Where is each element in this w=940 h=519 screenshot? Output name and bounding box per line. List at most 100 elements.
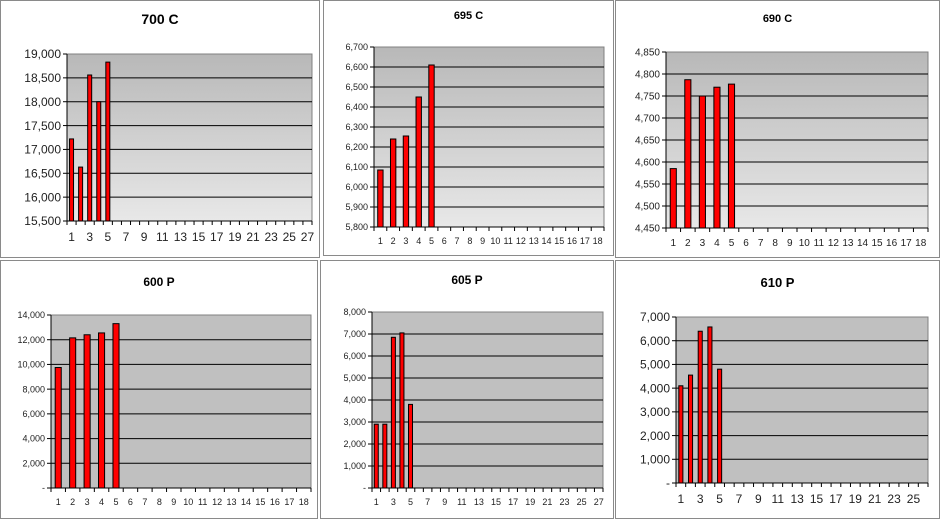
x-tick-label: 16 bbox=[567, 236, 577, 246]
x-tick-label: 4 bbox=[99, 497, 104, 507]
y-tick-label: 4,750 bbox=[635, 92, 660, 103]
x-tick-label: 17 bbox=[284, 497, 294, 507]
x-tick-label: 11 bbox=[814, 238, 825, 249]
y-tick-label: 2,000 bbox=[22, 458, 45, 468]
y-tick-label: 6,000 bbox=[22, 409, 45, 419]
chart-title: 610 P bbox=[760, 275, 795, 290]
x-tick-label: 11 bbox=[156, 230, 169, 244]
x-tick-label: 2 bbox=[391, 236, 396, 246]
y-tick-label: 6,100 bbox=[345, 162, 368, 172]
y-tick-label: 19,000 bbox=[24, 47, 61, 61]
plot-area bbox=[675, 316, 929, 484]
x-tick-label: 3 bbox=[700, 238, 706, 249]
chart-title: 600 P bbox=[143, 275, 175, 289]
x-tick-label: 17 bbox=[829, 492, 843, 506]
y-tick-label: 18,000 bbox=[24, 95, 61, 109]
x-tick-label: 16 bbox=[886, 238, 898, 249]
y-tick-label: 16,500 bbox=[24, 166, 61, 180]
y-tick-label: 6,600 bbox=[345, 62, 368, 72]
chart-panel-2: 695 C 5,800 5,900 6,000 6,100 6,200 6,300 6,400… bbox=[323, 0, 614, 256]
bar bbox=[377, 169, 384, 228]
bar bbox=[717, 368, 723, 484]
x-tick-label: 19 bbox=[228, 230, 242, 244]
bar bbox=[408, 403, 413, 489]
bar bbox=[727, 83, 736, 229]
chart-title: 700 C bbox=[141, 11, 179, 27]
y-tick-label: 4,000 bbox=[22, 434, 45, 444]
x-tick-label: 23 bbox=[559, 497, 569, 507]
x-tick-label: 19 bbox=[849, 492, 863, 506]
x-tick-label: 25 bbox=[283, 230, 297, 244]
x-tick-label: 9 bbox=[787, 238, 793, 249]
y-tick-label: 5,900 bbox=[345, 202, 368, 212]
x-tick-label: 7 bbox=[455, 236, 460, 246]
bar bbox=[415, 96, 422, 228]
y-tick-label: - bbox=[666, 476, 670, 490]
x-tick-label: 15 bbox=[871, 238, 883, 249]
x-tick-label: 5 bbox=[104, 230, 111, 244]
x-tick-label: 5 bbox=[113, 497, 118, 507]
x-tick-label: 18 bbox=[593, 236, 603, 246]
x-tick-label: 21 bbox=[542, 497, 552, 507]
x-tick-label: 17 bbox=[901, 238, 913, 249]
bar bbox=[688, 374, 694, 484]
x-tick-label: 11 bbox=[198, 497, 207, 507]
x-tick-label: 27 bbox=[594, 497, 604, 507]
bar bbox=[698, 95, 706, 229]
chart-svg: - 1,000 2,000 3,000 4,000 5,000 6,000 7,000 8,00… bbox=[343, 307, 604, 507]
y-tick-label: 14,000 bbox=[17, 310, 45, 320]
x-tick-label: 11 bbox=[772, 492, 785, 506]
x-tick-label: 17 bbox=[580, 236, 590, 246]
y-tick-label: 6,300 bbox=[345, 122, 368, 132]
x-tick-label: 7 bbox=[736, 492, 743, 506]
x-tick-label: 11 bbox=[457, 497, 466, 507]
x-tick-label: 7 bbox=[425, 497, 430, 507]
bar bbox=[105, 61, 111, 222]
y-tick-label: 6,000 bbox=[343, 351, 366, 361]
chart-svg: - 2,000 4,000 6,000 8,000 10,000 12,000 14,000 1… bbox=[17, 310, 312, 507]
x-tick-label: 10 bbox=[183, 497, 193, 507]
bar bbox=[69, 337, 77, 489]
chart-title: 695 C bbox=[453, 10, 484, 22]
x-tick-label: 9 bbox=[141, 230, 148, 244]
y-tick-label: 4,450 bbox=[635, 224, 660, 235]
y-tick-label: 5,000 bbox=[640, 358, 670, 372]
x-tick-label: 6 bbox=[743, 238, 749, 249]
chart-title: 690 C bbox=[762, 13, 793, 25]
bar bbox=[389, 138, 397, 228]
x-tick-label: 11 bbox=[503, 236, 512, 246]
x-tick-label: 1 bbox=[68, 230, 75, 244]
x-tick-label: 1 bbox=[56, 497, 61, 507]
y-tick-label: 4,800 bbox=[635, 70, 660, 81]
x-tick-label: 17 bbox=[508, 497, 518, 507]
x-tick-label: 8 bbox=[772, 238, 778, 249]
chart-svg: 5,800 5,900 6,000 6,100 6,200 6,300 6,400 6,500… bbox=[345, 42, 605, 246]
y-tick-label: 5,000 bbox=[343, 373, 366, 383]
y-tick-label: 17,000 bbox=[24, 143, 61, 157]
chart-panel-4: 600 P -2,000 4,000 6,000 8,000 10,000 12,000 14… bbox=[0, 260, 318, 519]
x-tick-label: 6 bbox=[128, 497, 133, 507]
x-tick-label: 2 bbox=[685, 238, 691, 249]
y-tick-label: 4,850 bbox=[635, 48, 660, 59]
y-tick-label: 6,200 bbox=[345, 142, 368, 152]
x-tick-label: 17 bbox=[210, 230, 224, 244]
bar bbox=[428, 64, 435, 228]
y-tick-label: - bbox=[363, 483, 366, 493]
x-tick-label: 23 bbox=[887, 492, 901, 506]
chart-panel-6: 610 P - 1,000 2,000 3,000 4,000 5,000 6,000 7,00… bbox=[615, 260, 940, 519]
x-tick-label: 6 bbox=[442, 236, 447, 246]
y-tick-label: 2,000 bbox=[343, 439, 366, 449]
bar bbox=[707, 326, 713, 484]
x-tick-label: 21 bbox=[868, 492, 882, 506]
bar bbox=[390, 336, 396, 489]
x-tick-label: 15 bbox=[255, 497, 265, 507]
y-tick-label: 4,000 bbox=[640, 381, 670, 395]
x-tick-label: 3 bbox=[391, 497, 396, 507]
x-tick-label: 1 bbox=[378, 236, 383, 246]
x-tick-label: 14 bbox=[857, 238, 869, 249]
x-tick-label: 9 bbox=[480, 236, 485, 246]
x-tick-label: 15 bbox=[554, 236, 564, 246]
y-tick-label: 17,500 bbox=[24, 119, 61, 133]
y-tick-label: 5,800 bbox=[345, 222, 368, 232]
